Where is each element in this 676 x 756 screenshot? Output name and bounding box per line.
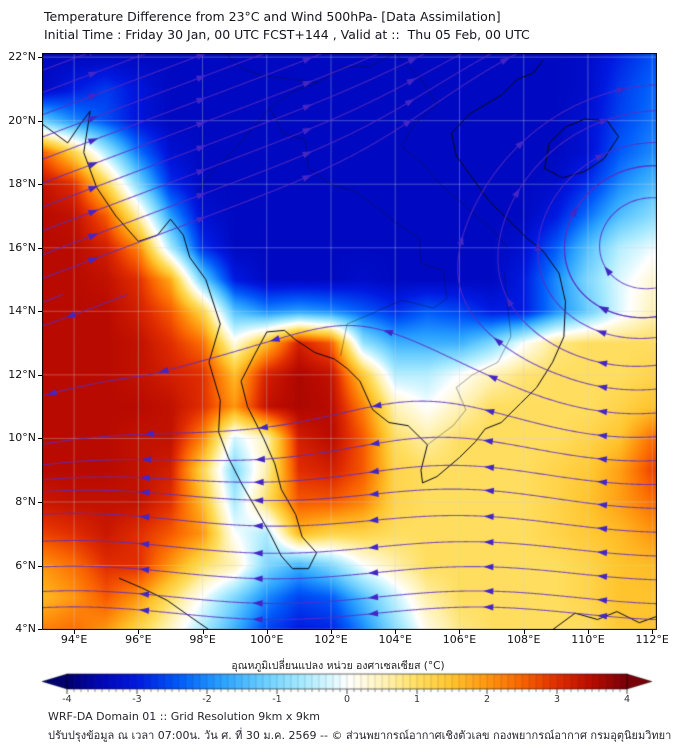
lat-tick-label: 20°N — [8, 113, 36, 127]
colorbar-tick-label: -2 — [202, 694, 212, 705]
footer-domain-info: WRF-DA Domain 01 :: Grid Resolution 9km … — [48, 710, 320, 723]
chart-subtitle: Initial Time : Friday 30 Jan, 00 UTC FCS… — [44, 27, 530, 42]
colorbar-tick-label: -1 — [272, 694, 282, 705]
lat-tick-mark — [38, 438, 42, 440]
colorbar-canvas — [0, 672, 676, 696]
lon-tick-mark — [331, 630, 333, 634]
lat-tick-mark — [38, 374, 42, 376]
colorbar-tick-label: 3 — [553, 694, 561, 705]
lat-tick-mark — [38, 247, 42, 249]
lon-tick-mark — [202, 630, 204, 634]
colorbar-tick-label: 2 — [483, 694, 491, 705]
lat-tick-label: 18°N — [8, 177, 36, 191]
lat-tick-label: 14°N — [8, 304, 36, 318]
lon-tick-label: 98°E — [189, 633, 216, 646]
colorbar-tick-label: -3 — [132, 694, 142, 705]
lon-tick-label: 106°E — [442, 633, 477, 646]
lat-tick-label: 22°N — [8, 50, 36, 64]
lat-tick-mark — [38, 501, 42, 503]
lat-tick-mark — [38, 57, 42, 59]
lat-tick-mark — [38, 629, 42, 631]
colorbar-tick-label: 0 — [343, 694, 351, 705]
lon-tick-mark — [459, 630, 461, 634]
temperature-wind-map-canvas — [42, 53, 657, 630]
lon-tick-label: 100°E — [250, 633, 284, 646]
lat-tick-mark — [38, 120, 42, 122]
colorbar-label: อุณหภูมิเปลี่ยนแปลง หน่วย องศาเซลเซียส (… — [231, 660, 445, 672]
lon-tick-label: 94°E — [60, 633, 88, 646]
lat-tick-mark — [38, 184, 42, 186]
chart-title: Temperature Difference from 23°C and Win… — [44, 9, 501, 24]
lon-tick-label: 108°E — [506, 633, 541, 646]
lon-tick-label: 110°E — [571, 633, 605, 646]
lon-tick-mark — [587, 630, 589, 634]
footer-update-info: ปรับปรุงข้อมูล ณ เวลา 07:00น. วัน ศ. ที่… — [48, 729, 672, 742]
lon-tick-mark — [395, 630, 397, 634]
lat-tick-label: 4°N — [15, 622, 36, 636]
colorbar-tick-label: 1 — [413, 694, 421, 705]
colorbar-tick-label: -4 — [62, 694, 72, 705]
lon-tick-label: 112°E — [635, 633, 669, 646]
lon-tick-mark — [652, 630, 654, 634]
colorbar-tick-label: 4 — [623, 694, 631, 705]
lon-tick-mark — [266, 630, 268, 634]
lon-tick-label: 104°E — [378, 633, 412, 646]
lat-tick-label: 12°N — [8, 367, 36, 381]
lon-tick-label: 102°E — [314, 633, 348, 646]
lon-tick-mark — [523, 630, 525, 634]
lat-tick-label: 16°N — [8, 240, 36, 254]
lat-tick-label: 10°N — [8, 431, 36, 445]
lat-tick-mark — [38, 311, 42, 313]
lat-tick-label: 8°N — [15, 494, 36, 508]
lat-tick-mark — [38, 565, 42, 567]
lon-tick-mark — [138, 630, 140, 634]
lon-tick-label: 96°E — [125, 633, 152, 646]
lat-tick-label: 6°N — [15, 558, 36, 572]
lon-tick-mark — [74, 630, 76, 634]
